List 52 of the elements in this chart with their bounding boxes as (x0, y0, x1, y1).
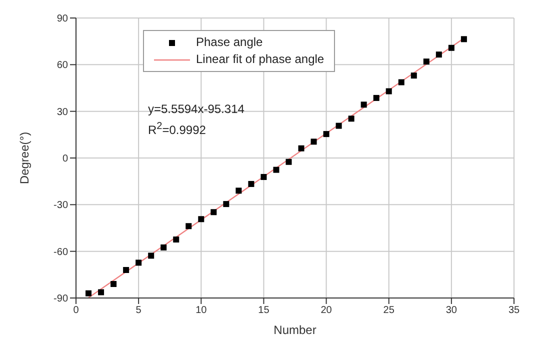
y-tick-label: 0 (62, 154, 68, 165)
legend-label: Linear fit of phase angle (196, 51, 324, 68)
point (260, 174, 267, 180)
point (248, 180, 254, 187)
y-tick-label: -60 (54, 246, 68, 258)
x-tick-label: 15 (258, 305, 270, 316)
point (348, 116, 354, 122)
y-tick-label: 30 (56, 106, 68, 118)
x-tick-label: 35 (508, 305, 520, 316)
point (410, 72, 417, 79)
point (373, 94, 380, 101)
point (336, 122, 342, 129)
annotation: y=5.5594x-95.314 (148, 101, 244, 118)
point (173, 236, 180, 243)
y-tick-label: -90 (54, 294, 68, 305)
point (148, 252, 154, 259)
point (160, 244, 167, 250)
point (198, 216, 204, 222)
point (298, 145, 304, 152)
x-tick-label: 30 (446, 305, 458, 316)
point (286, 158, 292, 165)
point (448, 44, 454, 51)
x-tick-label: 10 (196, 305, 208, 316)
point (110, 281, 117, 287)
x-axis-title: Number (274, 323, 316, 337)
point (323, 131, 330, 138)
point (123, 267, 130, 273)
point (423, 58, 430, 65)
x-tick-label: 20 (320, 305, 332, 316)
point (310, 138, 317, 145)
point (436, 52, 442, 58)
point (98, 289, 104, 296)
x-tick-label: 25 (383, 305, 395, 316)
point (386, 88, 392, 94)
point (210, 209, 217, 216)
x-tick-label: 5 (136, 305, 142, 316)
annotation: R$^{2}$=0.9992 (148, 120, 207, 139)
legend-label: Phase angle (196, 34, 263, 51)
point (136, 260, 142, 266)
y-axis-title: Degree(°) (17, 132, 32, 184)
point (236, 188, 242, 194)
point (223, 201, 230, 208)
point (398, 79, 404, 86)
point (86, 290, 92, 296)
y-tick-label: 90 (56, 14, 68, 25)
point (273, 166, 280, 173)
x-tick-label: 0 (73, 305, 80, 316)
y-tick-label: -30 (54, 200, 68, 212)
point (186, 223, 192, 230)
point (460, 36, 467, 42)
y-tick-label: 60 (56, 60, 68, 72)
point (360, 102, 367, 108)
